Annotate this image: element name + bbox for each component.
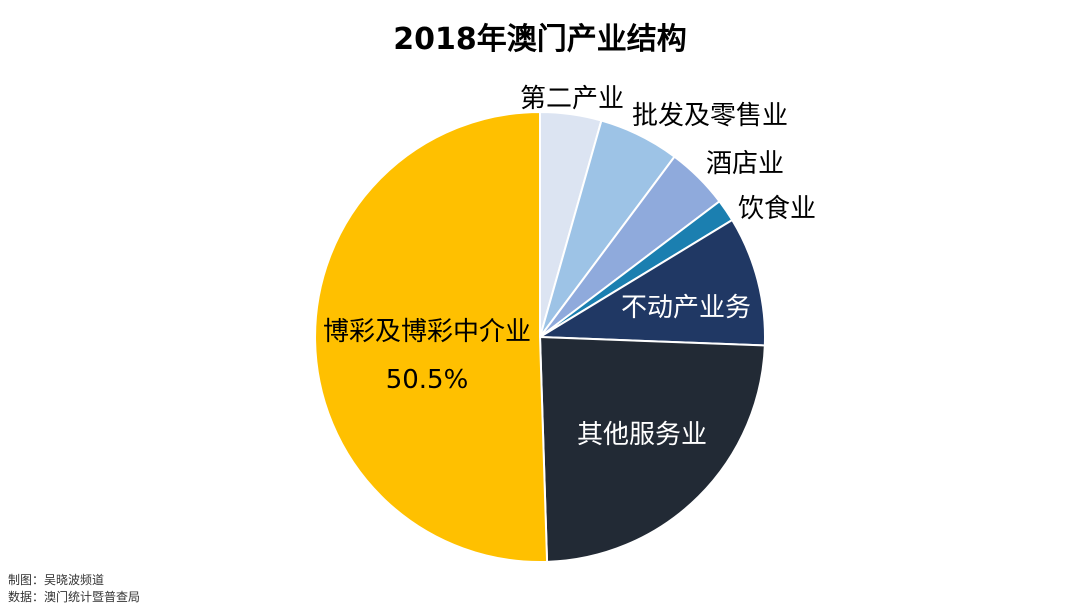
slice-label: 饮食业 — [738, 194, 816, 224]
credit-text: 制图：吴晓波频道 — [8, 573, 105, 587]
slice-value-label: 50.5% — [386, 365, 469, 395]
slice-label: 不动产业务 — [621, 293, 751, 323]
slice-label: 博彩及博彩中介业 — [323, 317, 531, 347]
pie-slice — [538, 335, 766, 563]
slice-label: 酒店业 — [706, 149, 784, 179]
chart-title: 2018年澳门产业结构 — [393, 22, 687, 57]
pie-slice — [536, 218, 766, 347]
slice-label: 其他服务业 — [577, 420, 707, 450]
pie-slice — [314, 110, 549, 563]
slice-label: 批发及零售业 — [632, 101, 788, 131]
slice-label: 第二产业 — [520, 84, 624, 114]
source-text: 数据：澳门统计暨普查局 — [8, 590, 141, 604]
